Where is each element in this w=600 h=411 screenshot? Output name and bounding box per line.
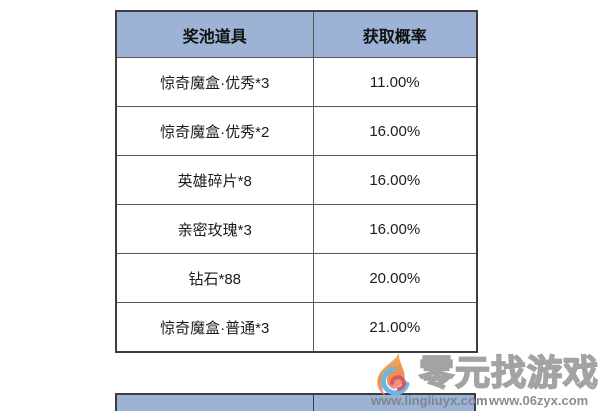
table-row: 英雄碎片*8 16.00% — [115, 155, 478, 205]
item-cell: 英雄碎片*8 — [115, 155, 314, 205]
probability-cell: 11.00% — [312, 57, 478, 107]
probability-cell: 16.00% — [312, 106, 478, 156]
header-cell-item: 奖池道具 — [115, 10, 314, 58]
prize-table-header-row: 奖池道具 获取概率 — [115, 10, 478, 58]
probability-cell: 20.00% — [312, 253, 478, 303]
item-cell: 惊奇魔盒·普通*3 — [115, 302, 314, 353]
table-row: 惊奇魔盒·优秀*3 11.00% — [115, 57, 478, 107]
prize-table: 奖池道具 获取概率 惊奇魔盒·优秀*3 11.00% 惊奇魔盒·优秀*2 16.… — [115, 10, 478, 353]
table-row: 惊奇魔盒·优秀*2 16.00% — [115, 106, 478, 156]
item-cell: 钻石*88 — [115, 253, 314, 303]
probability-cell: 16.00% — [312, 204, 478, 254]
header-cell-probability: 获取概率 — [312, 10, 478, 58]
item-cell: 亲密玫瑰*3 — [115, 204, 314, 254]
watermark-url-secondary: www.06zyx.com — [489, 393, 589, 408]
table-row: 亲密玫瑰*3 16.00% — [115, 204, 478, 254]
item-cell: 惊奇魔盒·优秀*3 — [115, 57, 314, 107]
second-table-header — [115, 393, 476, 411]
table-row: 惊奇魔盒·普通*3 21.00% — [115, 302, 478, 353]
watermark-site-name: 零元找游戏 — [418, 354, 600, 393]
second-table-column-divider — [313, 395, 314, 411]
table-row: 钻石*88 20.00% — [115, 253, 478, 303]
item-cell: 惊奇魔盒·优秀*2 — [115, 106, 314, 156]
probability-cell: 16.00% — [312, 155, 478, 205]
probability-cell: 21.00% — [312, 302, 478, 353]
